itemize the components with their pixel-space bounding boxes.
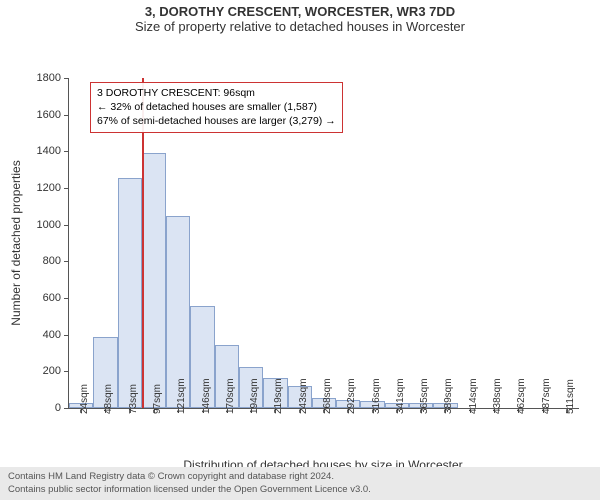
xtick-label: 487sqm [541,378,552,414]
annotation-line1: 3 DOROTHY CRESCENT: 96sqm [97,86,336,100]
annotation-line3: 67% of semi-detached houses are larger (… [97,114,336,128]
ytick-line [64,371,69,372]
footer: Contains HM Land Registry data © Crown c… [0,467,600,500]
xtick-label: 292sqm [346,378,357,414]
ytick-line [64,298,69,299]
xtick-label: 24sqm [79,384,90,414]
y-axis-label: Number of detached properties [9,160,23,325]
xtick-label: 194sqm [249,378,260,414]
xtick-label: 341sqm [395,378,406,414]
xtick-label: 146sqm [201,378,212,414]
xtick-label: 316sqm [371,378,382,414]
ytick-label: 1400 [37,145,61,157]
annotation-line2: ← 32% of detached houses are smaller (1,… [97,100,336,114]
ytick-line [64,188,69,189]
histogram-bar [142,153,166,408]
histogram-bar [118,178,142,408]
ytick-line [64,261,69,262]
ytick-line [64,78,69,79]
ytick-label: 1800 [37,72,61,84]
ytick-line [64,151,69,152]
xtick-label: 97sqm [152,384,163,414]
ytick-label: 0 [55,402,61,414]
ytick-line [64,115,69,116]
footer-line1: Contains HM Land Registry data © Crown c… [8,471,592,483]
xtick-label: 268sqm [322,378,333,414]
xtick-label: 414sqm [468,378,479,414]
xtick-label: 365sqm [419,378,430,414]
xtick-label: 243sqm [298,378,309,414]
xtick-label: 121sqm [176,378,187,414]
xtick-label: 511sqm [565,379,576,414]
ytick-line [64,335,69,336]
xtick-label: 73sqm [128,384,139,414]
ytick-line [64,225,69,226]
page-subtitle: Size of property relative to detached ho… [0,19,600,36]
ytick-label: 400 [43,329,61,341]
chart-container: 0 200 400 600 800 1000 1200 1400 1600 1800 24sqm 48… [0,36,600,456]
ytick-label: 600 [43,292,61,304]
xtick-label: 170sqm [225,378,236,414]
xtick-label: 219sqm [273,378,284,414]
xtick-label: 389sqm [443,378,454,414]
footer-line2: Contains public sector information licen… [8,484,592,496]
page-title: 3, DOROTHY CRESCENT, WORCESTER, WR3 7DD [0,0,600,19]
xtick-label: 438sqm [492,378,503,414]
xtick-label: 48sqm [103,384,114,414]
ytick-line [64,408,69,409]
ytick-label: 1000 [37,219,61,231]
ytick-label: 1200 [37,182,61,194]
annotation-box: 3 DOROTHY CRESCENT: 96sqm ← 32% of detac… [90,82,343,133]
ytick-label: 800 [43,255,61,267]
ytick-label: 1600 [37,109,61,121]
xtick-label: 462sqm [516,378,527,414]
ytick-label: 200 [43,365,61,377]
